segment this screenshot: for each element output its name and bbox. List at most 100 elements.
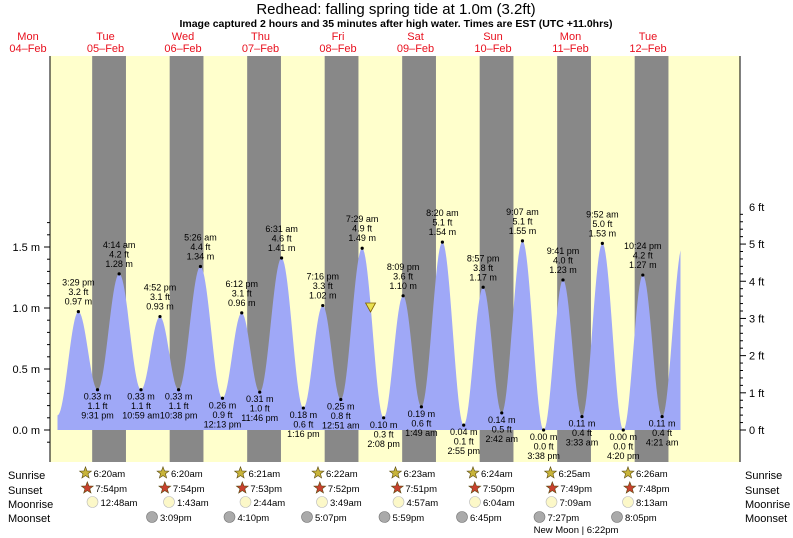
sun-moon-rows: Sunrise Sunrise Sunset Sunset Moonrise Moonri… [8,465,790,536]
low-tide-label: 3:33 am [566,438,599,448]
moonset-icon [611,511,623,523]
high-tide-label: 6:31 am [265,224,298,234]
sunrise-row-label-right: Sunrise [745,470,782,482]
moonset-time: 5:07pm [315,513,347,524]
high-tide-label: 7:29 am [346,214,379,224]
day-name: Sat [407,31,424,43]
low-tide-label: 0.6 ft [411,418,432,428]
tide-point [158,314,162,319]
moonset-icon [533,511,546,523]
tide-point [641,273,645,277]
tide-labels: 3:29 pm3.2 ft0.97 m0.33 m1.1 ft9:31 pm4:… [62,207,678,461]
tide-curve [57,240,681,430]
high-tide-label: 0.96 m [228,298,256,308]
sunset-icon [390,480,405,494]
low-tide-label: 0.00 m [610,432,638,442]
y-tick-label-ft: 2 ft [749,351,764,363]
tide-point [321,303,325,308]
moonset-time: 6:45pm [470,513,502,524]
moonrise-time: 2:44am [254,498,286,509]
low-tide-label: 0.0 ft [613,442,634,452]
day-name: Mon [560,31,581,43]
high-tide-label: 4.0 ft [553,255,574,265]
moonrise-time: 4:57am [407,498,439,509]
sunrise-icon [543,465,558,479]
sunrise-time: 6:20am [94,469,126,480]
low-tide-label: 0.26 m [209,400,237,410]
high-tide-label: 3:29 pm [62,278,95,288]
high-tide-label: 8:57 pm [467,253,500,263]
day-date: 05–Feb [87,43,124,55]
high-tide-label: 1.49 m [348,233,376,243]
sunrise-time: 6:23am [404,469,436,480]
low-tide-label: 1.0 ft [250,404,271,414]
sunrise-icon [311,465,325,479]
day-date: 10–Feb [474,43,511,55]
moonrise-icon [86,496,99,508]
moonrise-icon [469,496,481,508]
moonset-icon [378,511,391,523]
tide-point [500,411,504,415]
low-tide-label: 11:46 pm [241,413,278,423]
moon-phase-label: New Moon | 6:22pm [534,525,619,536]
chart-title: Redhead: falling spring tide at 1.0m (3.… [256,1,535,18]
moonrise-time: 8:13am [636,498,668,509]
moonrise-row-label-right: Moonrise [745,499,790,511]
low-tide-label: 12:13 pm [204,419,242,429]
low-tide-label: 0.14 m [488,415,516,425]
sunrise-time: 6:21am [249,469,281,480]
tide-point [660,414,664,419]
high-tide-label: 1.54 m [429,227,457,237]
tide-point [542,428,546,432]
tide-point [220,396,225,400]
day-date: 08–Feb [319,43,356,55]
low-tide-label: 0.33 m [127,392,155,402]
axes: 0.0 m 0.5 m 1.0 m 1.5 m 0 ft 1 ft 2 ft 3 ft 4 ft… [12,56,764,462]
tide-area [57,240,681,430]
low-tide-label: 0.5 ft [492,424,513,434]
tide-point [339,397,343,402]
tide-point [621,428,625,432]
high-tide-label: 7:16 pm [306,272,339,282]
low-tide-label: 1.1 ft [131,401,152,411]
moonset-time: 5:59pm [393,513,425,524]
y-tick-label-ft: 1 ft [749,388,764,400]
high-tide-label: 10:24 pm [624,241,662,251]
high-tide-label: 0.93 m [146,302,174,312]
y-tick-label-ft: 6 ft [749,202,764,214]
high-tide-label: 1.55 m [509,226,537,236]
low-tide-label: 0.04 m [450,427,478,437]
y-tick-label-m: 1.5 m [12,242,40,254]
sunrise-time: 6:25am [559,469,591,480]
moonrise-icon [545,496,558,508]
low-tide-label: 4:21 am [646,438,679,448]
high-tide-label: 8:20 am [426,208,459,218]
low-tide-label: 0.11 m [569,419,596,429]
low-tide-label: 0.4 ft [572,428,593,438]
tide-point [279,256,284,260]
day-date: 06–Feb [164,43,201,55]
tide-point [481,285,485,289]
moonrise-time: 3:49am [330,498,362,509]
high-tide-label: 1.23 m [549,265,577,275]
moonrise-icon [239,496,252,508]
tide-point [360,246,364,250]
low-tide-label: 4:20 pm [607,451,640,461]
high-tide-label: 5:26 am [184,233,217,243]
tide-point [76,310,80,314]
moonrise-time: 1:43am [177,498,209,509]
low-tide-label: 2:08 pm [367,439,400,449]
tide-point [401,294,405,298]
sunrise-time: 6:22am [326,469,358,480]
y-tick-label-m: 0.5 m [12,364,40,376]
moonset-row-label-right: Moonset [745,513,787,525]
sunset-icon [545,480,560,494]
high-tide-label: 3.2 ft [68,287,89,297]
moonset-icon [146,511,158,523]
high-tide-label: 1.27 m [629,260,657,270]
day-date: 11–Feb [552,43,589,55]
sunrise-icon [621,465,635,479]
low-tide-label: 3:38 pm [527,451,560,461]
sunset-icon [158,480,172,494]
